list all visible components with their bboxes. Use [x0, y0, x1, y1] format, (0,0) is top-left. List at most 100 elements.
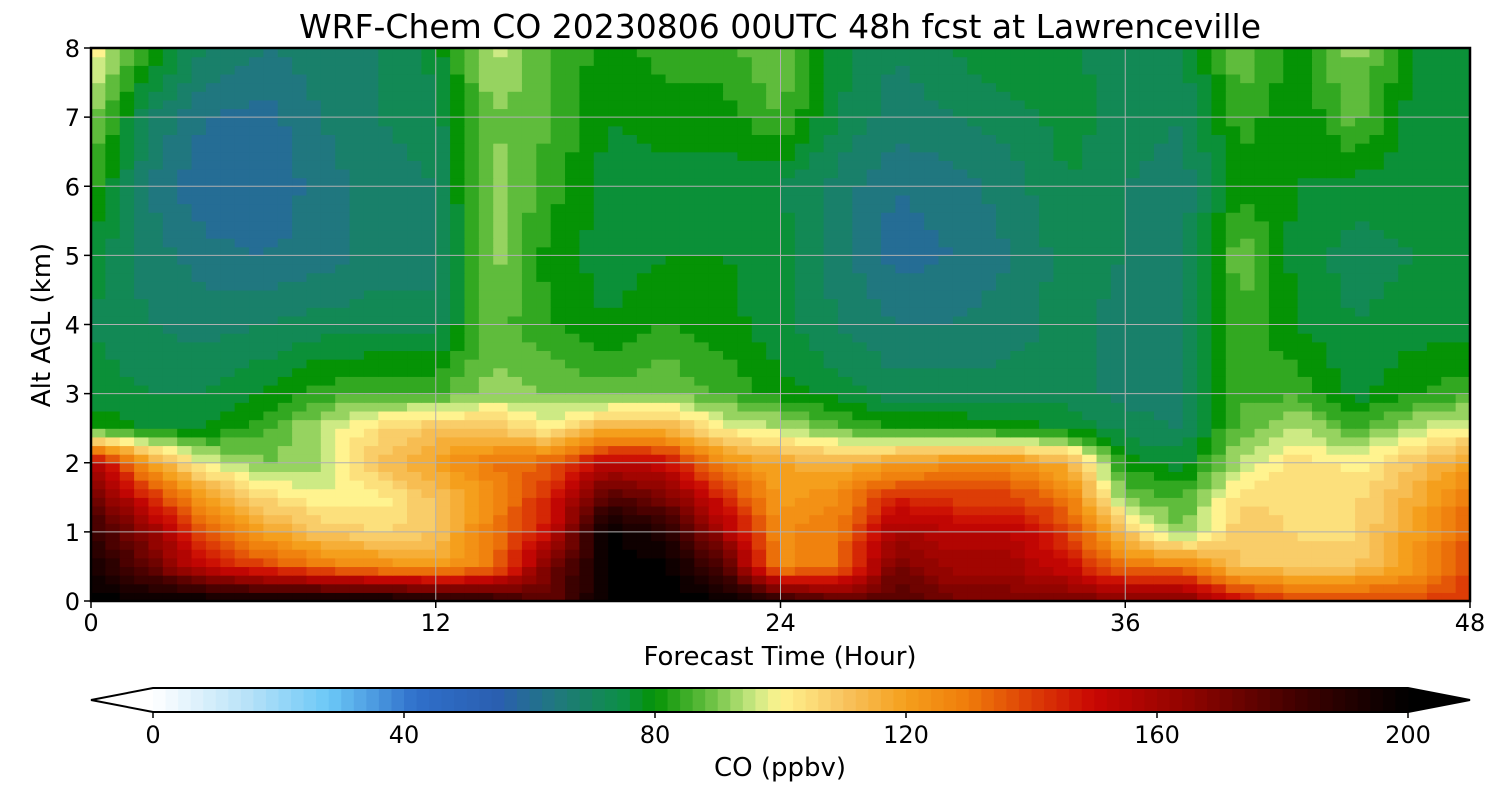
- heatmap-cell: [1326, 480, 1342, 490]
- heatmap-cell: [981, 333, 997, 343]
- heatmap-cell: [938, 583, 954, 593]
- heatmap-cell: [421, 488, 437, 498]
- heatmap-cell: [105, 324, 121, 334]
- heatmap-cell: [1053, 471, 1069, 481]
- heatmap-cell: [837, 238, 853, 248]
- heatmap-cell: [1182, 393, 1198, 403]
- heatmap-cell: [1211, 514, 1227, 524]
- heatmap-cell: [1441, 419, 1457, 429]
- heatmap-cell: [881, 428, 897, 438]
- heatmap-cell: [1139, 168, 1155, 179]
- heatmap-cell: [809, 289, 825, 300]
- heatmap-cell: [938, 255, 954, 265]
- heatmap-cell: [1297, 246, 1313, 256]
- heatmap-cell: [967, 540, 983, 550]
- heatmap-cell: [521, 454, 537, 464]
- heatmap-cell: [751, 151, 767, 161]
- heatmap-cell: [967, 238, 983, 248]
- heatmap-cell: [249, 549, 264, 559]
- heatmap-cell: [636, 376, 652, 386]
- heatmap-cell: [723, 315, 738, 326]
- heatmap-cell: [1082, 212, 1098, 222]
- heatmap-cell: [450, 497, 466, 507]
- heatmap-cell: [407, 186, 422, 196]
- heatmap-cell: [1067, 557, 1083, 568]
- heatmap-cell: [205, 350, 221, 360]
- heatmap-cell: [1082, 246, 1098, 256]
- heatmap-cell: [679, 488, 695, 498]
- heatmap-cell: [1369, 341, 1385, 352]
- heatmap-cell: [1067, 419, 1083, 429]
- heatmap-cell: [450, 315, 466, 326]
- heatmap-cell: [134, 575, 150, 585]
- heatmap-cell: [1355, 454, 1371, 464]
- heatmap-cell: [981, 419, 997, 429]
- heatmap-cell: [837, 220, 853, 231]
- heatmap-cell: [205, 315, 221, 326]
- heatmap-cell: [1412, 168, 1428, 179]
- heatmap-cell: [363, 384, 379, 395]
- heatmap-cell: [636, 592, 652, 602]
- heatmap-cell: [622, 471, 638, 481]
- heatmap-cell: [1383, 264, 1399, 274]
- heatmap-cell: [1355, 488, 1371, 498]
- heatmap-cell: [751, 246, 767, 256]
- heatmap-cell: [363, 333, 379, 343]
- heatmap-cell: [794, 488, 810, 498]
- heatmap-cell: [1355, 272, 1371, 282]
- heatmap-cell: [1168, 168, 1184, 179]
- heatmap-cell: [1455, 505, 1471, 516]
- heatmap-cell: [1441, 583, 1457, 593]
- heatmap-cell: [306, 151, 322, 161]
- heatmap-cell: [636, 497, 652, 507]
- heatmap-cell: [435, 557, 451, 568]
- heatmap-cell: [249, 540, 264, 550]
- heatmap-cell: [450, 203, 466, 213]
- heatmap-cell: [737, 168, 753, 179]
- heatmap-cell: [881, 289, 897, 300]
- heatmap-cell: [679, 350, 695, 360]
- heatmap-cell: [550, 428, 566, 438]
- heatmap-cell: [1125, 168, 1141, 179]
- heatmap-cell: [91, 575, 106, 585]
- heatmap-cell: [780, 341, 796, 352]
- heatmap-cell: [148, 445, 164, 455]
- heatmap-cell: [119, 255, 135, 265]
- heatmap-cell: [895, 212, 911, 222]
- heatmap-cell: [277, 255, 293, 265]
- heatmap-cell: [177, 238, 193, 248]
- heatmap-cell: [622, 307, 638, 317]
- heatmap-cell: [191, 333, 207, 343]
- heatmap-cell: [766, 212, 782, 222]
- heatmap-cell: [421, 445, 437, 455]
- heatmap-cell: [1455, 177, 1471, 187]
- heatmap-cell: [1110, 324, 1126, 334]
- heatmap-cell: [1426, 151, 1442, 161]
- heatmap-cell: [306, 220, 322, 231]
- heatmap-cell: [493, 298, 509, 308]
- heatmap-cell: [794, 186, 810, 196]
- heatmap-cell: [536, 307, 552, 317]
- heatmap-cell: [1039, 160, 1055, 170]
- heatmap-cell: [205, 428, 221, 438]
- heatmap-cell: [234, 575, 250, 585]
- heatmap-cell: [866, 350, 882, 360]
- heatmap-cell: [1139, 315, 1155, 326]
- heatmap-cell: [737, 471, 753, 481]
- heatmap-cell: [335, 592, 351, 602]
- heatmap-cell: [1225, 393, 1241, 403]
- heatmap-cell: [1441, 488, 1457, 498]
- heatmap-cell: [895, 566, 911, 576]
- heatmap-cell: [895, 436, 911, 447]
- heatmap-cell: [1412, 264, 1428, 274]
- heatmap-cell: [1426, 315, 1442, 326]
- heatmap-cell: [967, 212, 983, 222]
- heatmap-cell: [967, 549, 983, 559]
- heatmap-cell: [1283, 341, 1299, 352]
- heatmap-cell: [967, 410, 983, 421]
- heatmap-cell: [723, 454, 738, 464]
- heatmap-cell: [493, 471, 509, 481]
- heatmap-cell: [234, 436, 250, 447]
- heatmap-cell: [1211, 531, 1227, 542]
- heatmap-cell: [1153, 514, 1169, 524]
